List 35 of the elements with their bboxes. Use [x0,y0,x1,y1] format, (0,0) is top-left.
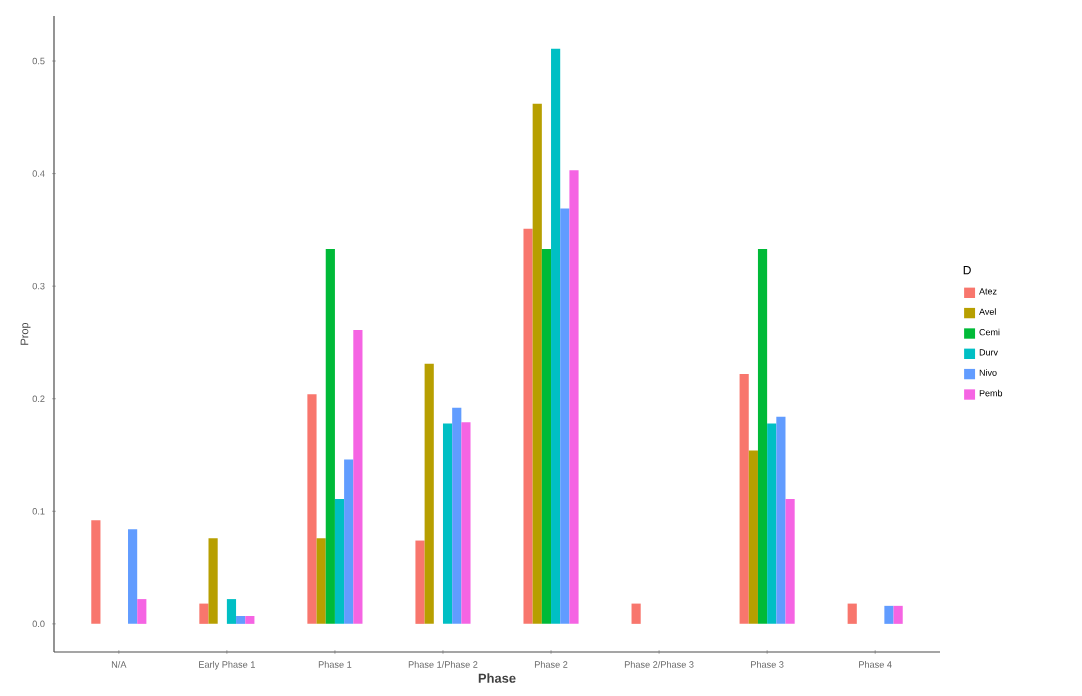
bar [208,538,218,624]
bar [334,498,345,624]
bar [199,603,209,624]
bar [245,615,255,624]
bar [884,605,894,624]
bar [442,423,453,624]
bar [307,394,317,624]
bar [776,416,786,624]
bar [344,459,354,624]
bar [452,407,462,624]
bar [541,249,552,624]
bar [128,529,138,624]
bar [757,249,768,624]
bar [415,540,425,624]
bar [91,520,101,624]
bar [523,228,533,624]
bar [767,423,777,624]
bar [236,615,246,624]
bar [560,208,570,624]
bar [551,48,561,624]
bar [461,422,471,624]
bar [631,603,641,624]
bar [226,599,237,624]
bar [325,249,335,624]
bar [785,498,795,624]
bar [748,450,758,624]
bar [424,363,434,624]
bar [353,330,363,624]
bar [847,603,857,624]
bar [893,605,903,624]
bar [532,103,542,624]
bar [569,170,579,624]
bar [739,373,749,624]
bar [316,538,326,624]
bar [137,599,147,624]
